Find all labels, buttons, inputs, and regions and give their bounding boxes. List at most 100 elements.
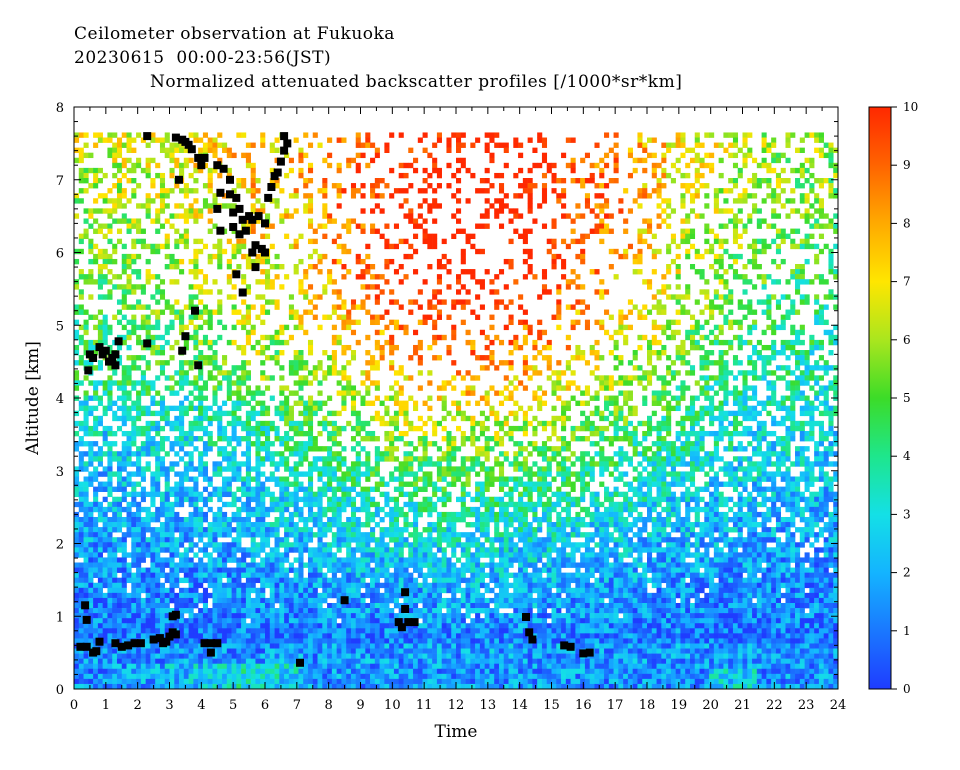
heatmap-cell	[508, 410, 514, 417]
heatmap-cell	[484, 400, 490, 406]
heatmap-cell	[761, 132, 767, 138]
heatmap-cell	[723, 481, 729, 487]
heatmap-cell	[140, 441, 146, 447]
heatmap-cell	[74, 329, 80, 336]
heatmap-cell	[136, 269, 142, 275]
heatmap-cell	[288, 410, 294, 417]
heatmap-cell	[656, 203, 662, 209]
heatmap-cell	[245, 304, 251, 310]
heatmap-cell	[771, 208, 777, 214]
heatmap-cell	[393, 420, 400, 427]
heatmap-cell	[537, 405, 543, 412]
heatmap-cell	[236, 415, 242, 422]
heatmap-cell	[833, 385, 839, 391]
heatmap-cell	[828, 405, 834, 412]
heatmap-cell	[174, 228, 180, 234]
heatmap-cell	[766, 476, 772, 482]
heatmap-cell	[556, 370, 562, 376]
heatmap-cell	[370, 486, 376, 492]
heatmap-cell	[393, 223, 400, 229]
heatmap-cell	[226, 279, 232, 285]
heatmap-cell	[83, 339, 89, 346]
heatmap-cell	[422, 430, 428, 437]
heatmap-cell	[145, 420, 151, 427]
heatmap-cell	[709, 375, 715, 381]
heatmap-cell	[126, 198, 132, 204]
heatmap-cell	[303, 269, 309, 275]
heatmap-cell	[422, 132, 428, 138]
heatmap-cell	[752, 178, 758, 184]
heatmap-cell	[809, 436, 815, 442]
heatmap-cell	[718, 350, 724, 356]
heatmap-cell	[513, 213, 519, 219]
heatmap-cell	[226, 274, 232, 280]
heatmap-cell	[766, 344, 772, 351]
heatmap-cell	[503, 481, 509, 487]
heatmap-cell	[116, 218, 123, 224]
heatmap-cell	[370, 314, 376, 320]
heatmap-cell	[632, 350, 638, 356]
heatmap-cell	[613, 395, 619, 401]
heatmap-cell	[183, 208, 189, 214]
heatmap-cell	[599, 167, 605, 174]
heatmap-cell	[245, 461, 251, 467]
heatmap-cell	[675, 142, 681, 148]
heatmap-cell	[355, 410, 361, 417]
heatmap-cell	[93, 486, 99, 492]
heatmap-cell	[728, 309, 734, 315]
heatmap-cell	[102, 481, 108, 487]
heatmap-cell	[131, 380, 137, 386]
heatmap-cell	[183, 430, 189, 437]
heatmap-cell	[651, 456, 657, 462]
heatmap-cell	[709, 360, 715, 366]
heatmap-cell	[198, 466, 204, 472]
heatmap-cell	[775, 198, 782, 204]
heatmap-cell	[341, 319, 347, 326]
heatmap-cell	[513, 461, 519, 467]
heatmap-cell	[370, 400, 376, 406]
heatmap-cell	[217, 365, 223, 371]
heatmap-cell	[732, 274, 739, 280]
heatmap-cell	[193, 380, 199, 386]
heatmap-cell	[88, 183, 94, 189]
heatmap-cell	[121, 441, 127, 447]
heatmap-cell	[680, 456, 686, 462]
heatmap-cell	[627, 441, 633, 447]
heatmap-cell	[723, 375, 729, 381]
heatmap-cell	[274, 425, 280, 432]
heatmap-cell	[269, 334, 275, 341]
heatmap-cell	[732, 198, 739, 204]
heatmap-cell	[670, 481, 676, 487]
heatmap-cell	[116, 471, 123, 477]
heatmap-cell	[689, 430, 696, 437]
heatmap-cell	[723, 319, 729, 326]
heatmap-cell	[685, 329, 691, 336]
heatmap-cell	[527, 228, 533, 234]
heatmap-cell	[689, 370, 696, 376]
heatmap-cell	[513, 400, 519, 406]
heatmap-cell	[632, 167, 638, 174]
heatmap-cell	[231, 370, 237, 376]
heatmap-cell	[775, 304, 782, 310]
heatmap-cell	[833, 304, 839, 310]
heatmap-cell	[551, 223, 557, 229]
heatmap-cell	[470, 496, 476, 503]
heatmap-cell	[651, 466, 657, 472]
heatmap-cell	[260, 471, 266, 477]
heatmap-cell	[427, 152, 433, 159]
heatmap-cell	[107, 390, 113, 396]
heatmap-cell	[121, 400, 127, 406]
heatmap-cell	[398, 436, 404, 442]
heatmap-cell	[747, 193, 753, 199]
heatmap-cell	[661, 324, 667, 331]
heatmap-cell	[675, 405, 681, 412]
heatmap-cell	[250, 304, 256, 310]
heatmap-cell	[393, 466, 400, 472]
heatmap-cell	[694, 339, 700, 346]
heatmap-cell	[202, 496, 209, 503]
heatmap-cell	[685, 451, 691, 457]
heatmap-cell	[718, 324, 724, 331]
heatmap-cell	[93, 167, 99, 174]
heatmap-cell	[355, 415, 361, 422]
heatmap-cell	[656, 375, 662, 381]
